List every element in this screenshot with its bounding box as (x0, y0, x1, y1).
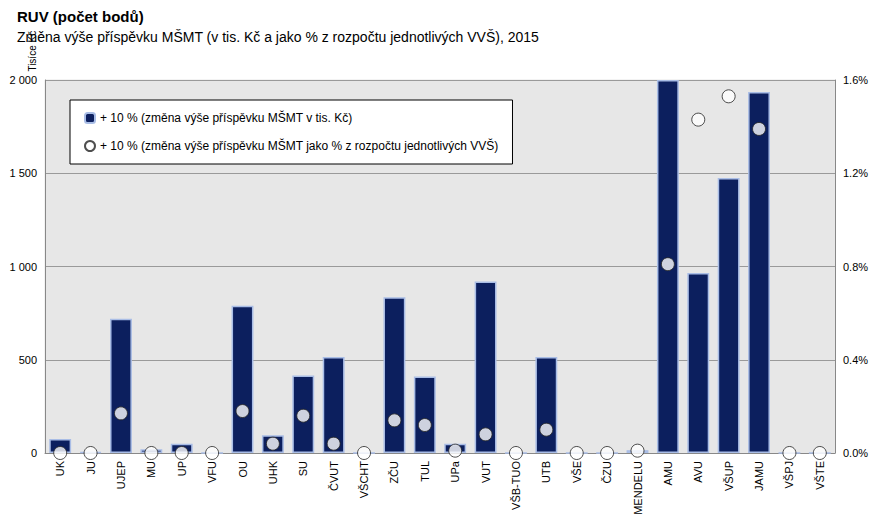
svg-text:AMU: AMU (662, 461, 674, 486)
svg-text:+ 10 % (změna výše příspěvku M: + 10 % (změna výše příspěvku MŠMT jako %… (100, 138, 498, 153)
svg-text:1 000: 1 000 (9, 261, 37, 273)
svg-text:SU: SU (297, 461, 309, 476)
svg-text:JAMU: JAMU (753, 461, 765, 491)
svg-text:VŠCHT: VŠCHT (358, 461, 370, 499)
svg-text:VŠTE: VŠTE (814, 461, 826, 490)
svg-text:UPa: UPa (449, 460, 461, 482)
svg-text:OU: OU (237, 461, 249, 478)
svg-text:AVU: AVU (692, 461, 704, 483)
svg-text:UTB: UTB (540, 461, 552, 483)
svg-text:ČZU: ČZU (601, 461, 613, 484)
svg-text:MENDELU: MENDELU (632, 461, 644, 515)
svg-text:MU: MU (145, 461, 157, 478)
svg-text:+ 10 % (změna výše příspěvku M: + 10 % (změna výše příspěvku MŠMT v tis.… (100, 110, 352, 125)
svg-text:ZČU: ZČU (388, 461, 400, 484)
svg-text:UJEP: UJEP (115, 461, 127, 489)
svg-text:UP: UP (176, 461, 188, 476)
svg-text:Změna výše příspěvku MŠMT (v t: Změna výše příspěvku MŠMT (v tis. Kč a j… (17, 29, 539, 45)
svg-text:1.6%: 1.6% (843, 74, 868, 86)
svg-text:0: 0 (31, 447, 37, 459)
svg-text:JU: JU (85, 461, 97, 475)
svg-text:ČVUT: ČVUT (328, 461, 340, 491)
svg-text:VUT: VUT (480, 461, 492, 483)
svg-text:500: 500 (19, 354, 37, 366)
svg-text:VFU: VFU (206, 461, 218, 483)
svg-text:1 500: 1 500 (9, 167, 37, 179)
svg-text:UK: UK (54, 460, 66, 476)
svg-text:0.4%: 0.4% (843, 354, 868, 366)
svg-text:VŠB-TUO: VŠB-TUO (510, 461, 522, 510)
svg-text:VŠPJ: VŠPJ (783, 461, 795, 489)
svg-text:Tisíce Kč: Tisíce Kč (26, 30, 38, 72)
svg-text:TUL: TUL (419, 461, 431, 482)
svg-text:1.2%: 1.2% (843, 167, 868, 179)
svg-text:2 000: 2 000 (9, 74, 37, 86)
svg-text:VŠUP: VŠUP (723, 461, 735, 491)
svg-text:0.8%: 0.8% (843, 261, 868, 273)
svg-text:VŠE: VŠE (571, 461, 583, 483)
svg-text:UHK: UHK (267, 460, 279, 484)
svg-text:0.0%: 0.0% (843, 447, 868, 459)
svg-text:RUV (počet bodů): RUV (počet bodů) (17, 8, 144, 25)
